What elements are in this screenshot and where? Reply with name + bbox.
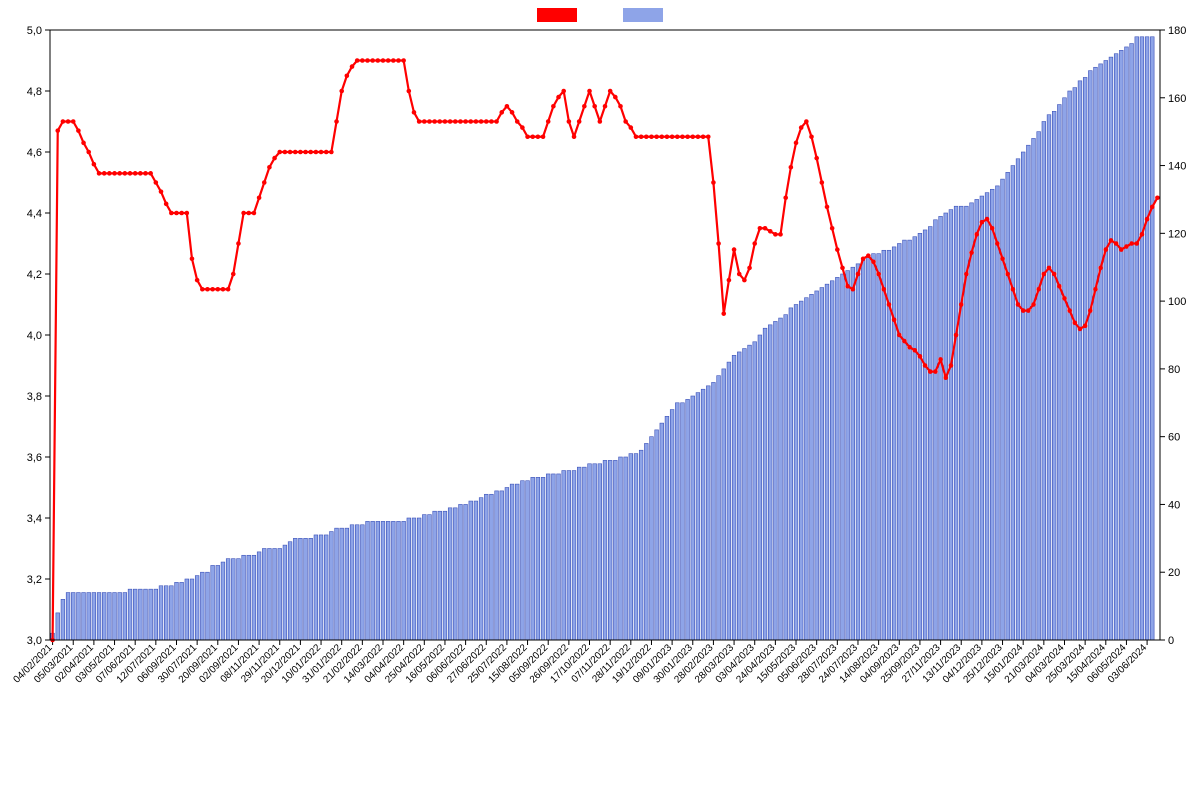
dual-axis-combo-chart: 3,0 3,2 3,4 3,6 3,8 4,0 4,2 4,4 4,6 4,8 5,0 0 20 40 60… xyxy=(0,0,1200,800)
svg-text:3,8: 3,8 xyxy=(27,391,42,403)
svg-text:4,6: 4,6 xyxy=(27,147,42,159)
svg-text:3,2: 3,2 xyxy=(27,574,42,586)
svg-text:20: 20 xyxy=(1168,567,1180,579)
svg-text:3,0: 3,0 xyxy=(27,635,42,647)
svg-text:60: 60 xyxy=(1168,432,1180,444)
svg-text:100: 100 xyxy=(1168,296,1186,308)
svg-text:80: 80 xyxy=(1168,364,1180,376)
svg-text:5,0: 5,0 xyxy=(27,25,42,37)
svg-text:40: 40 xyxy=(1168,499,1180,511)
svg-text:4,0: 4,0 xyxy=(27,330,42,342)
svg-text:4,8: 4,8 xyxy=(27,86,42,98)
svg-text:3,6: 3,6 xyxy=(27,452,42,464)
chart-svg: 3,0 3,2 3,4 3,6 3,8 4,0 4,2 4,4 4,6 4,8 5,0 0 20 40 60… xyxy=(0,0,1200,800)
svg-text:3,4: 3,4 xyxy=(27,513,42,525)
svg-text:120: 120 xyxy=(1168,228,1186,240)
svg-text:160: 160 xyxy=(1168,93,1186,105)
svg-text:0: 0 xyxy=(1168,635,1174,647)
svg-text:4,4: 4,4 xyxy=(27,208,42,220)
svg-text:4,2: 4,2 xyxy=(27,269,42,281)
svg-text:180: 180 xyxy=(1168,25,1186,37)
svg-text:140: 140 xyxy=(1168,161,1186,173)
